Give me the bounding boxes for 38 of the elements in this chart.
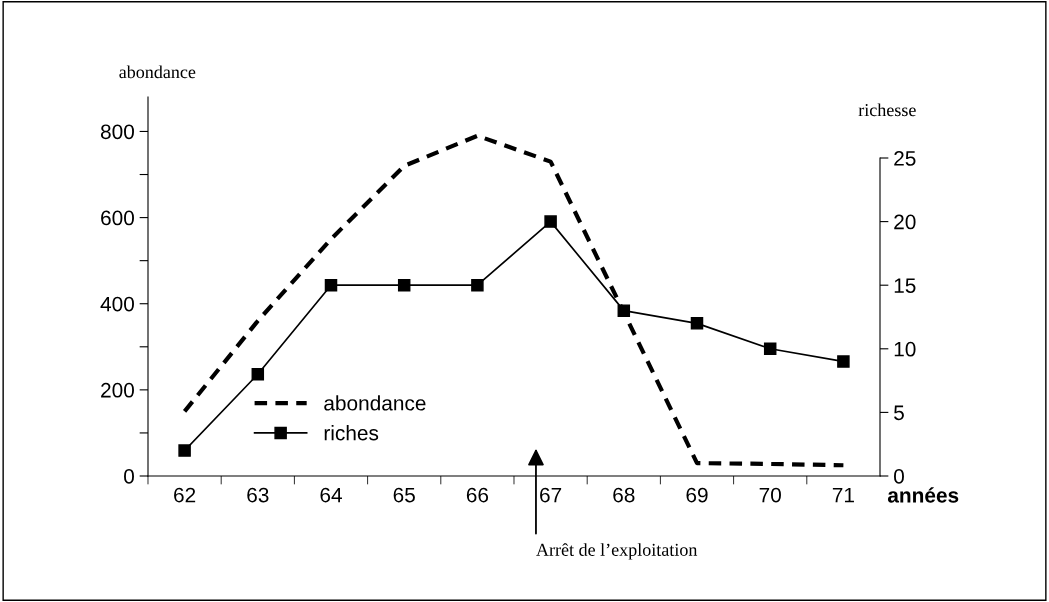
point	[617, 304, 631, 317]
y-tick-label: 0	[124, 469, 134, 484]
x-tick-label: 69	[686, 487, 708, 503]
x-tick-label: 65	[393, 487, 415, 503]
y-tick-label: 200	[101, 382, 134, 398]
point	[178, 444, 191, 457]
x-tick-label: 63	[247, 487, 269, 503]
y2-tick-label: 5	[894, 405, 904, 421]
y-tick-label: 800	[100, 124, 134, 140]
x-tick-label: 66	[466, 487, 489, 503]
x-tick-label: 67	[540, 487, 562, 503]
y-tick-label: 400	[100, 296, 134, 312]
y-tick-label: 600	[101, 210, 134, 226]
point	[397, 278, 411, 292]
y2-tick-label: 20	[894, 214, 916, 230]
legend-label: abondance	[324, 395, 426, 411]
x-tick-label: 71	[832, 487, 854, 503]
y-axis-title: abondance	[119, 65, 196, 79]
point	[837, 355, 850, 368]
y2-tick-label: 15	[894, 278, 916, 293]
point	[763, 342, 777, 356]
point	[690, 317, 704, 330]
y2-axis-title: richesse	[858, 103, 916, 117]
x-tick-label: 64	[320, 487, 342, 503]
point	[324, 278, 338, 292]
x-tick-label: 70	[759, 487, 781, 503]
text: Arrêt de l’exploitation	[536, 543, 698, 560]
x-tick-label: 68	[613, 487, 635, 503]
y2-tick-label: 0	[894, 469, 904, 484]
line-series	[182, 133, 846, 468]
point	[251, 367, 265, 381]
x-tick-label: 62	[174, 487, 196, 503]
point	[471, 278, 484, 292]
y2-tick-label: 10	[894, 341, 916, 357]
point	[544, 215, 557, 228]
legend-label: riches	[324, 425, 379, 441]
y2-tick-label: 25	[894, 151, 916, 166]
x-axis-title: années	[887, 487, 959, 503]
